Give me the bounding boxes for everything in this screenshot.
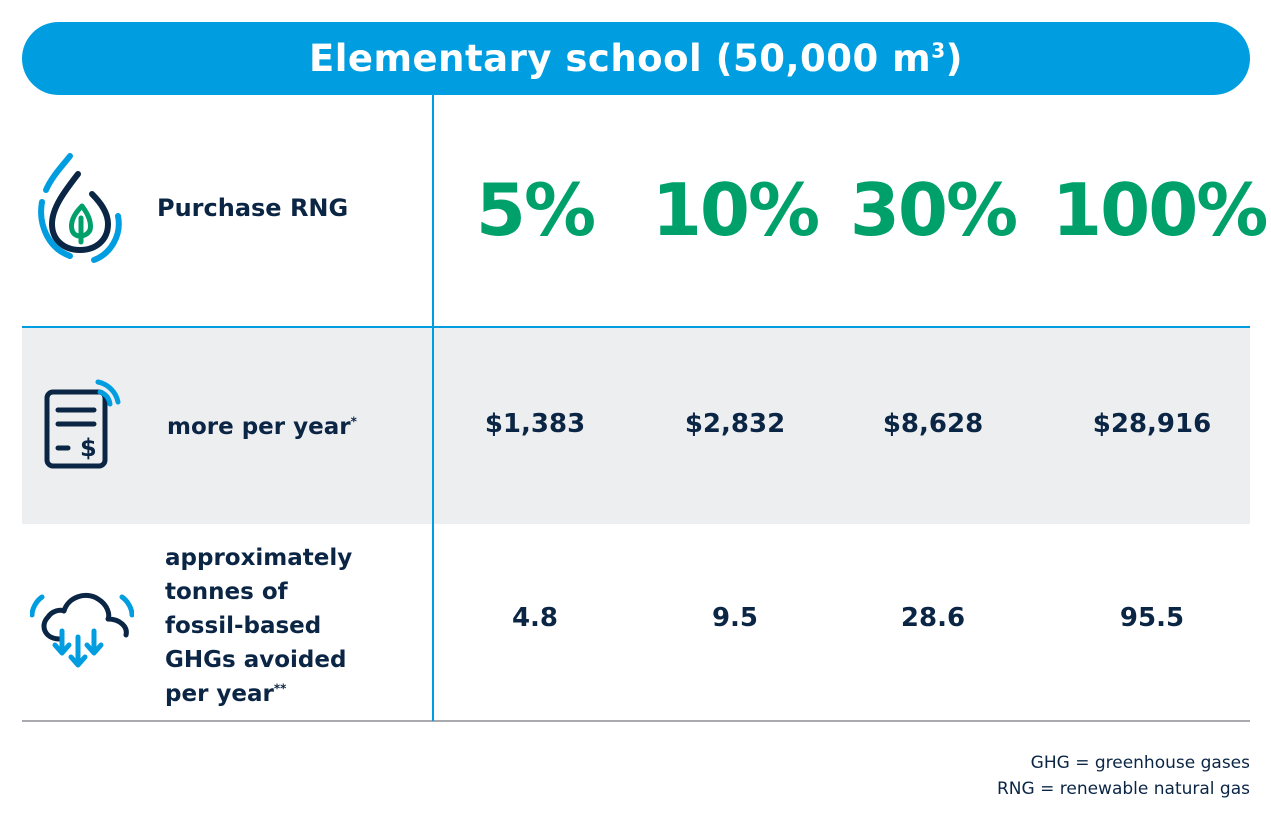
cost-value-100: $28,916 — [1092, 409, 1212, 439]
title-superscript: 3 — [931, 38, 946, 63]
title-suffix: ) — [945, 37, 964, 80]
ghg-row-label: approximately tonnes of fossil-based GHG… — [165, 541, 352, 711]
cost-value-30: $8,628 — [882, 409, 984, 439]
footnotes: GHG = greenhouse gases RNG = renewable n… — [997, 750, 1250, 802]
ghg-label-line-2: tonnes of — [165, 579, 288, 605]
percent-100: 100% — [1052, 168, 1268, 252]
ghg-footnote-mark: ** — [273, 681, 287, 696]
footnote-rng: RNG = renewable natural gas — [997, 779, 1250, 799]
ghg-label-line-4: GHGs avoided — [165, 647, 347, 673]
title-text: Elementary school (50,000 m — [308, 37, 932, 80]
ghg-value-100: 95.5 — [1119, 603, 1185, 633]
ghg-label-line-3: fossil-based — [165, 613, 322, 639]
cost-label-text: more per year — [167, 414, 351, 440]
cost-row-label: more per year* — [167, 414, 357, 440]
percent-10: 10% — [651, 168, 820, 252]
cloud-down-arrows-icon — [30, 593, 134, 668]
rng-drop-icon — [38, 153, 122, 263]
ghg-value-5: 4.8 — [511, 603, 559, 633]
label-column-divider — [432, 95, 434, 721]
svg-text:$: $ — [80, 434, 97, 462]
ghg-label-line-1: approximately — [165, 545, 353, 571]
cost-row-background — [22, 328, 1250, 524]
bill-dollar-icon: $ — [44, 379, 121, 469]
cost-footnote-mark: * — [350, 414, 357, 429]
percent-30: 30% — [849, 168, 1018, 252]
title-banner: Elementary school (50,000 m3) — [22, 22, 1250, 95]
page-title: Elementary school (50,000 m3) — [309, 37, 963, 80]
cost-value-10: $2,832 — [684, 409, 786, 439]
ghg-label-line-5: per year** — [165, 677, 352, 711]
table-bottom-divider — [22, 720, 1250, 722]
percent-5: 5% — [475, 168, 596, 252]
ghg-label-line-5-text: per year — [165, 681, 274, 707]
cost-value-5: $1,383 — [484, 409, 586, 439]
purchase-rng-label: Purchase RNG — [157, 194, 349, 222]
header-divider — [22, 326, 1250, 328]
ghg-value-30: 28.6 — [900, 603, 966, 633]
ghg-value-10: 9.5 — [711, 603, 759, 633]
footnote-ghg: GHG = greenhouse gases — [1030, 753, 1250, 773]
